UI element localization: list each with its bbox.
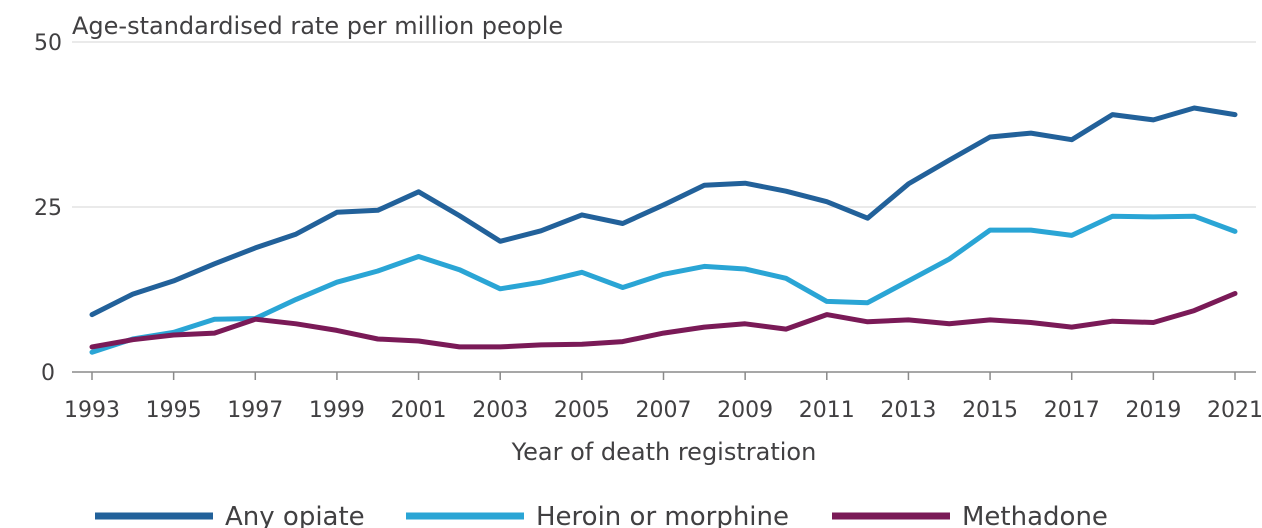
y-tick-labels: 0 25 50 xyxy=(34,31,62,386)
x-tick-label: 1997 xyxy=(227,398,283,423)
x-tick-label: 2011 xyxy=(799,398,855,423)
x-tick-label: 2009 xyxy=(717,398,773,423)
x-tick-label: 1993 xyxy=(64,398,120,423)
legend-label: Any opiate xyxy=(225,502,365,528)
y-tick-label: 25 xyxy=(34,196,62,221)
x-tick-label: 2001 xyxy=(391,398,447,423)
series-line-any-opiate xyxy=(89,105,1238,318)
legend-label: Heroin or morphine xyxy=(536,502,789,528)
x-tick-label: 2019 xyxy=(1125,398,1181,423)
x-tick-labels: 1993 1995 1997 1999 2001 2003 2005 2007 2009 2011… xyxy=(64,372,1262,423)
y-axis-title: Age-standardised rate per million people xyxy=(72,12,563,40)
y-tick-label: 50 xyxy=(34,31,62,56)
series-lines xyxy=(89,105,1238,355)
x-axis-title: Year of death registration xyxy=(511,438,817,466)
x-tick-label: 2015 xyxy=(962,398,1018,423)
x-tick-label: 2003 xyxy=(472,398,528,423)
x-tick-label: 2007 xyxy=(636,398,692,423)
legend-label: Methadone xyxy=(962,502,1108,528)
x-tick-label: 2021 xyxy=(1207,398,1262,423)
x-tick-label: 1995 xyxy=(146,398,202,423)
series-line-methadone xyxy=(89,291,1238,350)
x-tick-label: 2013 xyxy=(880,398,936,423)
x-tick-label: 1999 xyxy=(309,398,365,423)
x-tick-label: 2005 xyxy=(554,398,610,423)
y-tick-label: 0 xyxy=(41,361,55,386)
legend: Any opiate Heroin or morphine Methadone xyxy=(95,502,1108,528)
series-line-heroin-or-morphine xyxy=(89,213,1238,355)
x-tick-label: 2017 xyxy=(1044,398,1100,423)
